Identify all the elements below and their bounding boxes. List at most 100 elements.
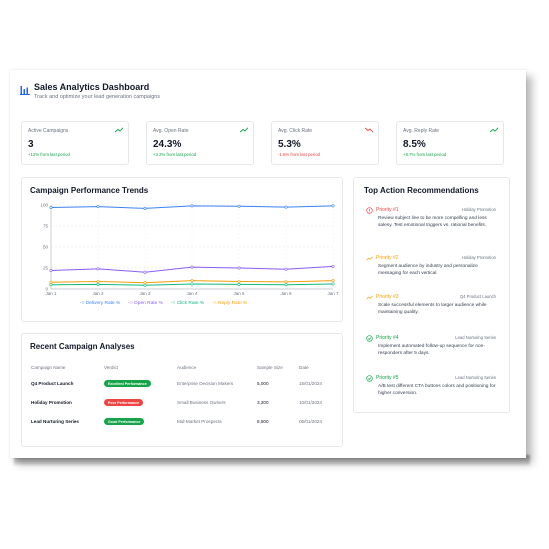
data-point	[143, 270, 147, 274]
date-cell: 05/01/2024	[299, 419, 322, 424]
column-header: Date	[299, 364, 309, 370]
card-title: Campaign Performance Trends	[30, 186, 149, 195]
campaign-tag: Lead Nurturing Series	[455, 335, 496, 340]
priority-label: Priority #4	[376, 335, 399, 341]
kpi-card-reply-rate[interactable]: Avg. Reply Rate 8.5% +8.7% from last per…	[396, 121, 504, 165]
kpi-value: 5.3%	[278, 139, 301, 150]
legend-marker-icon: -○	[128, 301, 135, 306]
kpi-card-active-campaigns[interactable]: Active Campaigns 3 +12% from last period	[21, 121, 129, 165]
y-tick-label: 25	[43, 266, 49, 271]
trend-up-icon	[115, 127, 123, 133]
kpi-value: 8.5%	[403, 139, 426, 150]
recent-analyses-card: Recent Campaign Analyses	[21, 333, 343, 447]
data-point	[49, 283, 53, 287]
kpi-label: Avg. Open Rate	[153, 128, 189, 134]
data-point	[284, 280, 288, 284]
recommendation-text: Scale successful elements to larger audi…	[378, 303, 487, 315]
kpi-value: 3	[28, 139, 34, 150]
data-point	[237, 266, 241, 270]
x-tick-label: Jan 3	[139, 291, 151, 296]
window-shadow	[14, 455, 530, 465]
sample-size-cell: 8,500	[257, 419, 269, 424]
page-title: Sales Analytics Dashboard	[34, 82, 150, 92]
table-row[interactable]: Q4 Product Launch Excellent Performance En…	[31, 374, 339, 393]
data-point	[49, 206, 53, 210]
legend-item[interactable]: -○ Open Rate %	[128, 301, 163, 306]
recommendation-text: Segment audience by industry and persona…	[378, 264, 478, 276]
x-tick-label: Jan 2	[92, 291, 104, 296]
table-row[interactable]: Lead Nurturing Series Good Performance Mid…	[31, 412, 339, 431]
table-row[interactable]: Holiday Promotion Poor Performance Small B…	[31, 393, 339, 412]
x-tick-label: Jan 4	[186, 291, 198, 296]
data-point	[190, 265, 194, 269]
y-tick-label: 75	[43, 224, 49, 229]
data-point	[190, 279, 194, 283]
x-tick-label: Jan 6	[280, 291, 292, 296]
data-point	[331, 204, 335, 208]
verdict-badge: Excellent Performance	[104, 380, 151, 387]
kpi-change: +12% from last period	[28, 152, 70, 157]
legend-label: Click Rate %	[176, 301, 205, 306]
data-point	[96, 267, 100, 271]
data-point	[96, 205, 100, 209]
legend-marker-icon: -○	[212, 301, 218, 306]
campaign-tag: Q4 Product Launch	[459, 294, 496, 299]
trend-up-icon	[240, 127, 248, 133]
legend-marker-icon: -○	[170, 301, 177, 306]
y-tick-label: 0	[45, 287, 48, 292]
data-point	[143, 206, 147, 210]
page-header: Sales Analytics Dashboard Track and opti…	[20, 82, 500, 108]
kpi-change: +3.2% from last period	[153, 152, 197, 157]
bar-chart-icon	[20, 86, 30, 95]
data-point	[284, 283, 288, 287]
chart-legend: -○ Delivery Rate % -○ Open Rate % -○ Click…	[80, 301, 255, 306]
data-point	[190, 204, 194, 208]
campaign-name-cell: Lead Nurturing Series	[31, 419, 79, 424]
data-point	[331, 264, 335, 268]
kpi-card-click-rate[interactable]: Avg. Click Rate 5.3% -1.6% from last per…	[271, 121, 379, 165]
data-point	[49, 280, 53, 284]
priority-label: Priority #5	[376, 375, 399, 381]
x-tick-label: Jan 1	[45, 291, 57, 296]
data-point	[284, 205, 288, 209]
trend-down-icon	[365, 127, 373, 133]
kpi-card-open-rate[interactable]: Avg. Open Rate 24.3% +3.2% from last per…	[146, 121, 254, 165]
sample-size-cell: 5,000	[257, 381, 269, 386]
alert-circle-icon	[366, 207, 373, 214]
legend-label: Delivery Rate %	[85, 301, 121, 306]
sample-size-cell: 3,200	[257, 400, 269, 405]
campaign-name-cell: Holiday Promotion	[31, 400, 72, 405]
performance-trends-card: Campaign Performance Trends	[21, 177, 343, 322]
legend-marker-icon: -○	[80, 301, 86, 306]
date-cell: 15/01/2024	[299, 381, 322, 386]
y-tick-label: 50	[43, 245, 49, 250]
priority-label: Priority #3	[376, 294, 399, 300]
kpi-change: -1.6% from last period	[278, 152, 321, 157]
campaign-tag: Holiday Promotion	[461, 207, 496, 212]
check-circle-icon	[366, 375, 373, 382]
priority-label: Priority #1	[376, 207, 399, 213]
y-tick-label: 100	[40, 203, 48, 208]
legend-item[interactable]: -○ Reply Rate %	[212, 301, 247, 306]
data-point	[237, 204, 241, 208]
recommendation-text: Implement automated follow-up sequence f…	[378, 344, 485, 356]
verdict-badge: Good Performance	[104, 418, 145, 425]
column-header: Sample Size	[257, 364, 283, 370]
column-header: Audience	[177, 364, 197, 370]
kpi-label: Active Campaigns	[28, 128, 69, 134]
card-title: Top Action Recommendations	[364, 186, 479, 195]
legend-item[interactable]: -○ Delivery Rate %	[80, 301, 120, 306]
audience-cell: Mid-Market Prospects	[177, 419, 222, 424]
trend-up-icon	[366, 295, 373, 300]
card-title: Recent Campaign Analyses	[30, 342, 135, 351]
data-point	[331, 279, 335, 283]
verdict-cell: Good Performance	[104, 412, 177, 431]
legend-item[interactable]: -○ Click Rate %	[171, 301, 204, 306]
data-point	[237, 282, 241, 286]
kpi-label: Avg. Click Rate	[278, 128, 313, 134]
campaign-name-cell: Q4 Product Launch	[31, 381, 74, 386]
recommendations-card: Top Action Recommendations	[353, 177, 510, 413]
campaign-tag: Lead Nurturing Series	[455, 375, 496, 380]
priority-label: Priority #2	[376, 255, 399, 261]
